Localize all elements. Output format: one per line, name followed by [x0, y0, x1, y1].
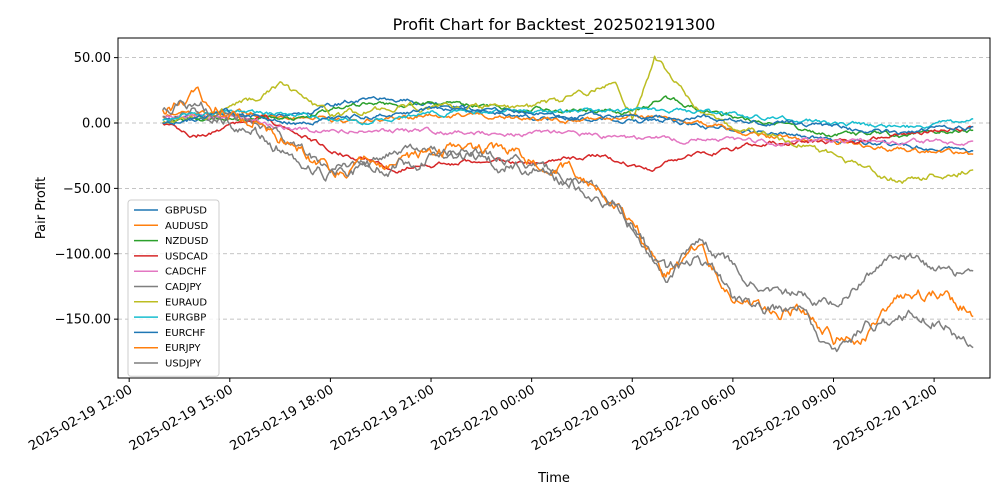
x-tick-label: 2025-02-20 09:00: [731, 382, 840, 454]
x-tick-label: 2025-02-20 00:00: [429, 382, 538, 454]
y-tick-label: 0.00: [82, 117, 111, 132]
x-tick-label: 2025-02-19 15:00: [127, 382, 236, 454]
legend-label: EURAUD: [165, 297, 207, 308]
series-lines: [162, 55, 974, 353]
legend-label: CADJPY: [165, 282, 202, 293]
x-tick-label: 2025-02-19 12:00: [26, 382, 135, 454]
y-tick-label: 50.00: [74, 51, 111, 66]
legend-label: EURGBP: [165, 313, 206, 324]
plot-frame: [117, 37, 991, 379]
legend-label: EURJPY: [165, 343, 201, 354]
legend: GBPUSD AUDUSD NZDUSD USDCAD CADCHF CADJPY EURA…: [127, 199, 220, 377]
series-line-eurjpy: [162, 86, 974, 346]
series-line-nzdusd: [162, 95, 974, 139]
legend-label: GBPUSD: [165, 206, 207, 217]
x-axis-title: Time: [537, 471, 570, 486]
series-line-eurgbp: [162, 106, 974, 129]
series-line-eurchf: [162, 105, 974, 135]
legend-label: CADCHF: [165, 267, 207, 278]
series-line-cadjpy: [162, 107, 974, 308]
legend-label: USDJPY: [165, 359, 202, 370]
legend-label: AUDUSD: [165, 221, 209, 232]
chart-title: Profit Chart for Backtest_202502191300: [393, 15, 716, 35]
legend-label: EURCHF: [165, 328, 206, 339]
y-tick-label: −50.00: [63, 182, 111, 197]
series-line-cadchf: [162, 113, 974, 147]
x-tick-label: 2025-02-20 06:00: [630, 382, 739, 454]
y-axis-ticks: 50.00 0.00 −50.00 −100.00 −150.00: [55, 51, 118, 328]
y-tick-label: −100.00: [55, 247, 111, 262]
y-tick-label: −150.00: [55, 313, 111, 328]
x-tick-label: 2025-02-20 12:00: [831, 382, 940, 454]
legend-label: NZDUSD: [165, 236, 209, 247]
grid-lines: [118, 57, 990, 320]
series-line-euraud: [162, 55, 974, 184]
x-tick-label: 2025-02-19 21:00: [328, 382, 437, 454]
legend-label: USDCAD: [165, 251, 208, 262]
series-line-usdjpy: [162, 99, 974, 353]
y-axis-title: Pair Profit: [34, 177, 49, 239]
x-tick-label: 2025-02-20 03:00: [529, 382, 638, 454]
x-tick-label: 2025-02-19 18:00: [227, 382, 336, 454]
